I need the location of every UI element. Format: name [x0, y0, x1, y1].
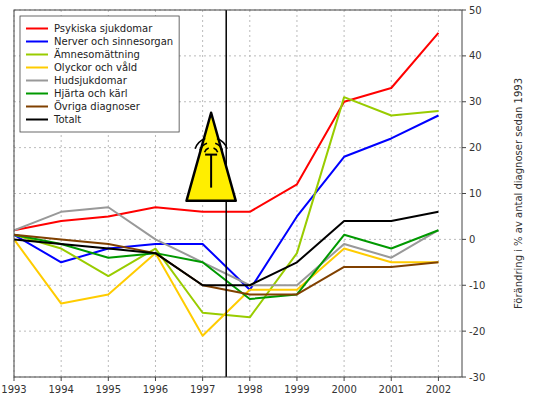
legend-label: Olyckor och våld — [54, 61, 137, 73]
x-tick — [155, 377, 156, 381]
x-tick — [61, 377, 62, 381]
x-axis: 1993 1994 1995 1996 1997 1998 1999 2000 2001 2002 — [1, 377, 451, 395]
y-tick — [462, 377, 466, 378]
legend-swatch — [26, 80, 48, 82]
y-tick-label: 40 — [469, 50, 482, 61]
antenna-bar — [205, 154, 217, 156]
legend-label: Totalt — [53, 114, 81, 125]
x-tick — [14, 377, 15, 381]
x-tick-label: 2001 — [379, 384, 404, 395]
y-grid-line — [14, 193, 462, 194]
radiation-arc — [215, 143, 222, 150]
antenna-pole — [210, 155, 212, 188]
x-tick — [202, 377, 203, 381]
y-tick-label: 50 — [469, 5, 482, 16]
legend-swatch — [26, 54, 48, 56]
y-grid-line — [14, 147, 462, 148]
warning-sign — [186, 113, 235, 201]
y-tick-label: 0 — [469, 234, 475, 245]
legend-label: Hudsjukdomar — [54, 75, 128, 86]
x-tick-label: 1998 — [237, 384, 262, 395]
legend-swatch — [26, 41, 48, 43]
y-axis: -30 -20 -10 0 10 20 30 40 50 Förändring i % av an… — [462, 5, 524, 383]
legend-swatch — [26, 93, 48, 95]
x-tick-label: 2002 — [426, 384, 451, 395]
y-tick-label: -20 — [469, 326, 485, 337]
y-tick-label: 10 — [469, 188, 482, 199]
x-tick-label: 1997 — [190, 384, 215, 395]
x-tick-label: 1995 — [96, 384, 121, 395]
x-tick — [391, 377, 392, 381]
legend-label: Psykiska sjukdomar — [54, 23, 153, 34]
radiation-arc — [200, 143, 207, 150]
y-axis-label: Förändring i % av antal diagnoser sedan … — [513, 78, 524, 309]
x-tick-label: 1993 — [1, 384, 26, 395]
x-tick — [296, 377, 297, 381]
y-tick — [462, 331, 466, 332]
legend-label: Nerver och sinnesorgan — [54, 36, 173, 47]
radiation-arc — [205, 148, 209, 152]
y-tick — [462, 10, 466, 11]
legend-swatch — [26, 119, 48, 121]
y-tick — [462, 147, 466, 148]
legend-box — [20, 16, 179, 132]
y-tick — [462, 55, 466, 56]
legend-swatch — [26, 28, 48, 30]
radiation-arc — [217, 139, 227, 149]
x-tick — [438, 377, 439, 381]
radiation-arc — [214, 148, 218, 152]
x-tick — [344, 377, 345, 381]
y-tick-label: 20 — [469, 142, 482, 153]
x-grid-line — [438, 10, 439, 377]
x-tick — [249, 377, 250, 381]
background — [0, 0, 534, 405]
radiation-arc — [195, 139, 205, 149]
y-tick — [462, 193, 466, 194]
plot-frame — [14, 10, 462, 377]
y-tick — [462, 101, 466, 102]
grid — [14, 10, 462, 377]
chart: 1993199419951996199719981999200020012002… — [0, 0, 534, 405]
y-tick-label: -10 — [469, 280, 485, 291]
series-group — [14, 10, 438, 377]
y-tick — [462, 239, 466, 240]
legend-swatch — [26, 67, 48, 69]
legend-label: Övriga diagnoser — [54, 100, 141, 112]
y-tick-label: 30 — [469, 96, 482, 107]
x-tick-label: 1994 — [48, 384, 73, 395]
x-tick-label: 2000 — [331, 384, 356, 395]
legend-label: Ämnesomättning — [54, 48, 140, 60]
y-grid-line — [14, 331, 462, 332]
warning-triangle — [186, 113, 235, 201]
y-grid-line — [14, 239, 462, 240]
x-grid-line — [296, 10, 297, 377]
y-tick — [462, 285, 466, 286]
legend-swatch — [26, 106, 48, 108]
x-tick-label: 1999 — [284, 384, 309, 395]
y-tick-label: -30 — [469, 372, 485, 383]
x-tick — [108, 377, 109, 381]
legend-label: Hjärta och kärl — [54, 88, 128, 99]
x-tick-label: 1996 — [143, 384, 168, 395]
legend: Psykiska sjukdomar Nerver och sinnesorgan… — [20, 16, 179, 132]
